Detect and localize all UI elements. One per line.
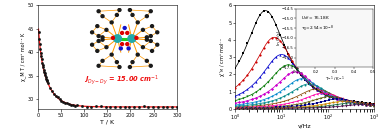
X-axis label: ν/Hz: ν/Hz [298, 123, 311, 128]
Text: J$_{Dy-Dy}$ = 15.00 cm$^{-1}$: J$_{Dy-Dy}$ = 15.00 cm$^{-1}$ [84, 73, 159, 87]
Y-axis label: χ_M T / cm³ mol⁻¹ K: χ_M T / cm³ mol⁻¹ K [20, 33, 26, 81]
X-axis label: T / K: T / K [100, 119, 115, 124]
Y-axis label: χ’’$_M$ / cm³ mol⁻¹: χ’’$_M$ / cm³ mol⁻¹ [218, 37, 227, 77]
